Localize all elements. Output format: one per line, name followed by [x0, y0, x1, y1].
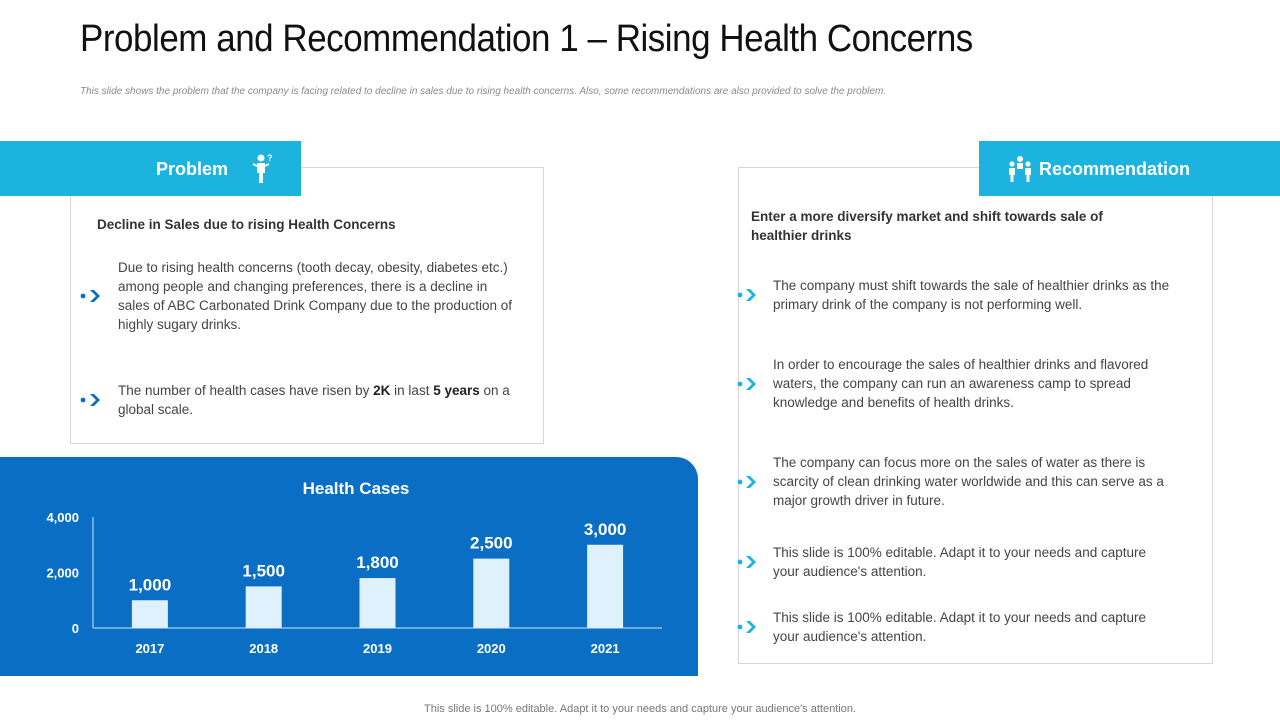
problem-bullet: Due to rising health concerns (tooth dec… [80, 258, 520, 334]
x-tick-label: 2021 [591, 641, 620, 656]
y-tick-label: 0 [72, 621, 79, 636]
recommendation-tab-label: Recommendation [1039, 159, 1191, 179]
chart-canvas: Health Cases 0 2,000 4,000 1,000 2017 1,500 201… [46, 479, 662, 656]
problem-tab-label: Problem [156, 159, 229, 179]
data-label-2018: 1,500 [242, 561, 285, 580]
recommendation-bullet: In order to encourage the sales of healt… [735, 355, 1175, 412]
recommendation-bullet: The company can focus more on the sales … [735, 453, 1185, 510]
page-subtitle: This slide shows the problem that the co… [80, 86, 887, 97]
bar-2017 [131, 600, 168, 628]
problem-bullet-text: Due to rising health concerns (tooth dec… [118, 260, 512, 332]
x-tick-label: 2019 [363, 641, 392, 656]
data-label-2020: 2,500 [470, 534, 513, 553]
recommendation-bullet-text: This slide is 100% editable. Adapt it to… [773, 610, 1146, 644]
x-tick-label: 2020 [477, 641, 506, 656]
recommendation-bullet-text: In order to encourage the sales of healt… [773, 357, 1149, 410]
x-tick-label: 2018 [249, 641, 278, 656]
bar-2021 [587, 544, 624, 628]
recommendation-bullet: This slide is 100% editable. Adapt it to… [735, 608, 1175, 646]
bar-2020 [473, 558, 510, 628]
y-tick-label: 4,000 [46, 510, 79, 525]
recommendation-bullet-text: The company can focus more on the sales … [773, 455, 1164, 508]
recommendation-bullet-text: This slide is 100% editable. Adapt it to… [773, 545, 1146, 579]
data-label-2021: 3,000 [584, 520, 627, 539]
recommendation-tab: Recommendation [979, 141, 1280, 196]
chart-title: Health Cases [303, 479, 410, 498]
y-tick-label: 2,000 [46, 566, 79, 581]
problem-heading: Decline in Sales due to rising Health Co… [97, 217, 396, 232]
chevron-right-icon [737, 289, 756, 301]
recommendation-bullet: This slide is 100% editable. Adapt it to… [735, 543, 1175, 581]
svg-text:?: ? [267, 153, 273, 163]
problem-bullet: The number of health cases have risen by… [80, 381, 520, 419]
health-cases-chart: Health Cases 0 2,000 4,000 1,000 2017 1,500 201… [0, 457, 698, 676]
recommendation-bullet-text: The company must shift towards the sale … [773, 278, 1170, 312]
chevron-right-icon [737, 377, 756, 390]
person-question-icon: ? [250, 153, 276, 190]
problem-bullet-text: The number of health cases have risen by… [118, 383, 510, 417]
stat-2k: 2K [373, 383, 391, 398]
data-label-2019: 1,800 [356, 553, 399, 572]
data-label-2017: 1,000 [129, 575, 172, 594]
recommendation-heading: Enter a more diversify market and shift … [751, 209, 1103, 243]
page-title: Problem and Recommendation 1 – Rising He… [80, 18, 973, 60]
problem-tab: Problem ? [0, 141, 301, 196]
bar-2018 [245, 586, 282, 628]
chevron-right-icon [80, 394, 100, 406]
chevron-right-icon [737, 475, 756, 488]
x-tick-label: 2017 [135, 641, 164, 656]
footer-note: This slide is 100% editable. Adapt it to… [424, 703, 856, 715]
bar-2019 [359, 578, 396, 628]
recommendation-bullet: The company must shift towards the sale … [735, 276, 1175, 314]
stat-5-years: 5 years [433, 383, 480, 398]
people-group-icon [1007, 155, 1033, 188]
chevron-right-icon [737, 621, 756, 633]
chevron-right-icon [80, 290, 100, 302]
problem-card [70, 167, 544, 444]
chevron-right-icon [737, 556, 756, 568]
recommendation-card [738, 167, 1213, 664]
